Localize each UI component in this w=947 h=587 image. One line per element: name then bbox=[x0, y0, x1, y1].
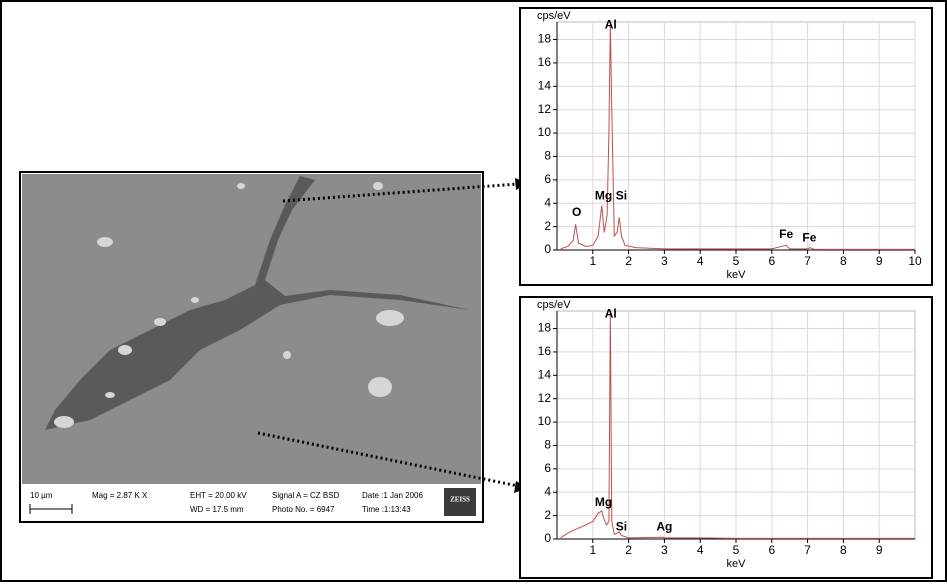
y-tick-label: 18 bbox=[538, 32, 552, 46]
x-tick-label: 2 bbox=[625, 254, 632, 268]
y-tick-label: 4 bbox=[544, 195, 551, 209]
sem-image bbox=[22, 174, 481, 484]
y-tick-label: 16 bbox=[538, 344, 552, 358]
x-tick-label: 3 bbox=[661, 254, 668, 268]
y-tick-label: 14 bbox=[538, 78, 552, 92]
y-axis-label: cps/eV bbox=[537, 299, 571, 311]
peak-label: Al bbox=[605, 307, 617, 321]
y-tick-label: 12 bbox=[538, 102, 552, 116]
x-tick-label: 4 bbox=[697, 543, 704, 557]
info-date: Date :1 Jan 2006 bbox=[362, 491, 423, 500]
x-tick-label: 7 bbox=[804, 543, 811, 557]
y-tick-label: 10 bbox=[538, 125, 552, 139]
info-signal: Signal A = CZ BSD bbox=[272, 491, 340, 500]
crack bbox=[45, 176, 470, 430]
info-photo: Photo No. = 6947 bbox=[272, 505, 335, 514]
peak-label: Mg bbox=[595, 495, 612, 509]
peak-label: Fe bbox=[779, 227, 793, 241]
x-tick-label: 4 bbox=[697, 254, 704, 268]
y-tick-label: 16 bbox=[538, 55, 552, 69]
x-tick-label: 3 bbox=[661, 543, 668, 557]
particles bbox=[54, 182, 404, 428]
x-tick-label: 2 bbox=[625, 543, 632, 557]
y-tick-label: 14 bbox=[538, 367, 552, 381]
y-tick-label: 18 bbox=[538, 321, 552, 335]
x-tick-label: 6 bbox=[768, 254, 775, 268]
y-tick-label: 12 bbox=[538, 391, 552, 405]
peak-label: Mg bbox=[595, 188, 612, 202]
peak-label: Si bbox=[616, 519, 627, 533]
logo bbox=[444, 488, 476, 516]
x-axis-label: keV bbox=[727, 269, 747, 281]
spectrum-line bbox=[560, 312, 915, 539]
peak-label: Al bbox=[605, 18, 617, 32]
spectrum-line bbox=[560, 23, 915, 250]
x-axis-label: keV bbox=[727, 558, 747, 570]
y-tick-label: 8 bbox=[544, 149, 551, 163]
info-wd: WD = 17.5 mm bbox=[190, 505, 244, 514]
arrow bbox=[282, 182, 519, 203]
arrow bbox=[257, 431, 519, 488]
x-tick-label: 8 bbox=[840, 543, 847, 557]
y-tick-label: 10 bbox=[538, 414, 552, 428]
info-mag: Mag = 2.87 K X bbox=[92, 491, 148, 500]
arrows bbox=[257, 182, 519, 488]
y-tick-label: 0 bbox=[544, 531, 551, 545]
info-eht: EHT = 20.00 kV bbox=[190, 491, 247, 500]
x-tick-label: 9 bbox=[876, 543, 883, 557]
info-text: 10 µm Mag = 2.87 K X EHT = 20.00 kV WD =… bbox=[30, 491, 423, 514]
micrograph: 10 µm Mag = 2.87 K X EHT = 20.00 kV WD =… bbox=[19, 171, 484, 523]
logo-text: ZEISS bbox=[450, 496, 470, 504]
x-tick-label: 8 bbox=[840, 254, 847, 268]
y-axis-label: cps/eV bbox=[537, 10, 571, 22]
x-tick-label: 1 bbox=[589, 254, 596, 268]
x-tick-label: 7 bbox=[804, 254, 811, 268]
x-tick-label: 9 bbox=[876, 254, 883, 268]
y-tick-label: 0 bbox=[544, 242, 551, 256]
x-tick-label: 1 bbox=[589, 543, 596, 557]
y-tick-label: 2 bbox=[544, 508, 551, 522]
x-tick-label: 6 bbox=[768, 543, 775, 557]
peak-label: Ag bbox=[656, 519, 672, 533]
y-tick-label: 8 bbox=[544, 438, 551, 452]
x-tick-label: 10 bbox=[908, 254, 922, 268]
info-bar bbox=[22, 484, 481, 520]
x-tick-label: 5 bbox=[733, 254, 740, 268]
x-tick-label: 5 bbox=[733, 543, 740, 557]
peak-label: Fe bbox=[802, 230, 816, 244]
info-time: Time :1:13:43 bbox=[362, 505, 411, 514]
info-scale: 10 µm bbox=[30, 491, 53, 500]
y-tick-label: 6 bbox=[544, 461, 551, 475]
y-tick-label: 4 bbox=[544, 484, 551, 498]
y-tick-label: 6 bbox=[544, 172, 551, 186]
peak-label: Si bbox=[616, 188, 627, 202]
peak-label: O bbox=[572, 205, 581, 219]
y-tick-label: 2 bbox=[544, 219, 551, 233]
